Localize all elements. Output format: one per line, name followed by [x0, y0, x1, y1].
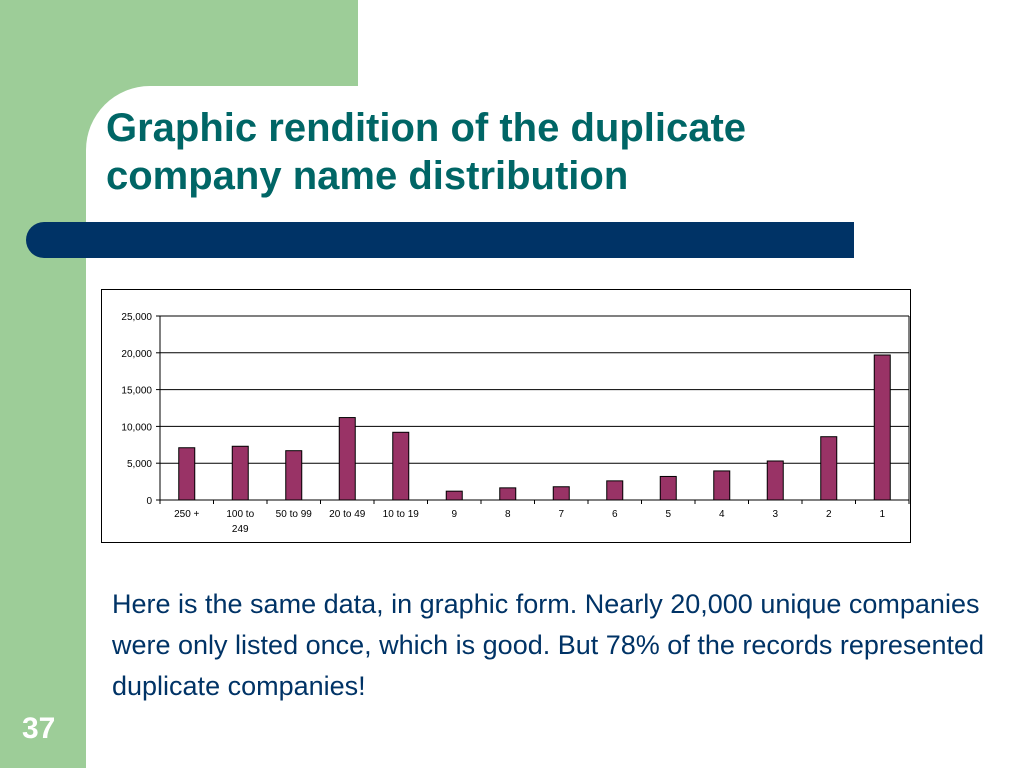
bar: [499, 487, 517, 501]
bar: [766, 460, 784, 501]
bar-chart: 0 5,000 10,000 15,000 20,000 25,000 250 + 100 t…: [121, 312, 910, 535]
x-tick-label: 50 to 99: [276, 509, 313, 520]
y-tick-label: 25,000: [121, 312, 152, 323]
y-tick-label: 5,000: [127, 459, 152, 470]
x-tick-label: 3: [772, 509, 778, 520]
bar: [445, 490, 463, 501]
x-tick-label: 7: [558, 509, 564, 520]
bar: [231, 445, 249, 501]
bar: [285, 450, 303, 501]
x-tick-label: 1: [879, 509, 885, 520]
bar: [392, 431, 410, 501]
slide-number: 37: [22, 712, 56, 745]
y-tick-label: 10,000: [121, 422, 152, 433]
bar: [713, 470, 731, 501]
title-underline-bar: [26, 222, 854, 258]
slide-title-line-1: Graphic rendition of the duplicate: [106, 106, 747, 150]
slide-title: Graphic rendition of the duplicate compa…: [106, 104, 906, 200]
chart-frame: 0 5,000 10,000 15,000 20,000 25,000 250 + 100 t…: [101, 289, 911, 543]
bar: [552, 486, 570, 501]
x-tick-label: 9: [451, 509, 457, 520]
y-tick-label: 20,000: [121, 349, 152, 360]
x-tick-label: 6: [612, 509, 618, 520]
bar: [873, 354, 891, 501]
bar: [338, 417, 356, 501]
bar: [178, 447, 196, 501]
x-tick-label: 2: [826, 509, 832, 520]
x-tick-label: 4: [719, 509, 725, 520]
x-tick-label: 100 to 249: [226, 509, 254, 535]
y-tick-label: 0: [146, 496, 152, 507]
x-tick-label: 5: [665, 509, 671, 520]
bar: [820, 436, 838, 501]
x-tick-label: 8: [505, 509, 511, 520]
x-tick-label: 20 to 49: [329, 509, 366, 520]
bar: [659, 475, 677, 501]
x-tick-label: 250 +: [174, 509, 199, 520]
slide-body-text: Here is the same data, in graphic form. …: [112, 589, 984, 701]
bar: [606, 480, 624, 501]
slide-title-line-2: company name distribution: [106, 154, 629, 198]
x-tick-label: 10 to 19: [383, 509, 420, 520]
y-tick-label: 15,000: [121, 386, 152, 397]
